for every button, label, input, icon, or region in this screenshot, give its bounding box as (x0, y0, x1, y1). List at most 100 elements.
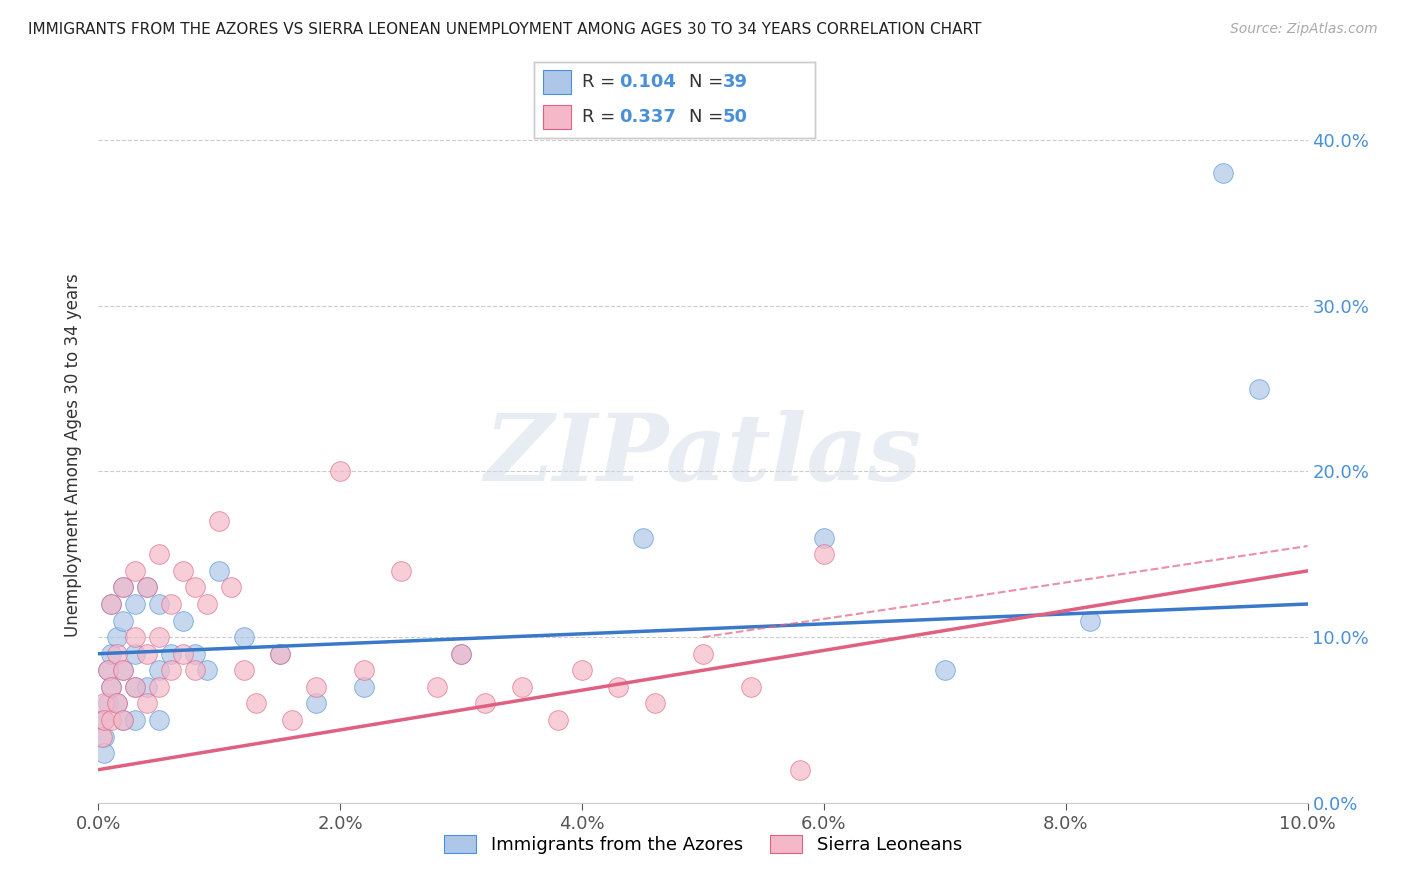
Point (172, 647, 194, 661)
Point (135, 581, 157, 595)
Point (124, 680, 146, 694)
Point (232, 630, 254, 644)
Point (100, 713, 122, 727)
Point (111, 581, 134, 595)
Point (160, 663, 183, 677)
Bar (543, 105, 571, 129)
Point (135, 697, 157, 711)
Point (160, 597, 183, 611)
Text: N =: N = (689, 73, 728, 91)
Point (93, 713, 115, 727)
Point (148, 630, 170, 644)
Point (105, 697, 128, 711)
Point (135, 680, 157, 694)
Point (148, 663, 170, 677)
Point (148, 547, 170, 561)
Point (353, 663, 375, 677)
Text: Source: ZipAtlas.com: Source: ZipAtlas.com (1230, 22, 1378, 37)
Point (305, 697, 328, 711)
Point (160, 647, 183, 661)
Point (389, 564, 412, 578)
Point (269, 647, 291, 661)
Point (124, 713, 146, 727)
Point (232, 663, 254, 677)
Point (245, 697, 267, 711)
Point (305, 680, 328, 694)
Point (111, 663, 134, 677)
Point (100, 680, 122, 694)
Point (148, 713, 170, 727)
Text: 50: 50 (723, 108, 748, 126)
Text: 0.337: 0.337 (619, 108, 675, 126)
Point (135, 581, 157, 595)
Point (100, 597, 122, 611)
Point (97, 663, 120, 677)
Point (111, 614, 134, 628)
Point (221, 581, 243, 595)
Point (100, 647, 122, 661)
Point (148, 597, 170, 611)
Point (124, 647, 146, 661)
Point (692, 647, 714, 661)
Point (329, 465, 352, 479)
Point (111, 713, 134, 727)
Point (740, 680, 762, 694)
Point (111, 663, 134, 677)
Text: IMMIGRANTS FROM THE AZORES VS SIERRA LEONEAN UNEMPLOYMENT AMONG AGES 30 TO 34 YE: IMMIGRANTS FROM THE AZORES VS SIERRA LEO… (28, 22, 981, 37)
Point (124, 630, 146, 644)
Point (450, 647, 472, 661)
Point (644, 697, 666, 711)
Point (208, 564, 231, 578)
Text: R =: R = (582, 108, 621, 126)
Point (450, 647, 472, 661)
Point (195, 663, 218, 677)
Point (789, 763, 811, 777)
Point (105, 697, 128, 711)
Point (813, 547, 835, 561)
Point (111, 581, 134, 595)
Text: N =: N = (689, 108, 728, 126)
Point (547, 713, 569, 727)
Point (105, 630, 128, 644)
Point (813, 531, 835, 545)
Bar (543, 70, 571, 95)
Point (97, 663, 120, 677)
Point (281, 713, 304, 727)
Point (111, 713, 134, 727)
Point (510, 680, 533, 694)
Point (571, 663, 593, 677)
Point (184, 581, 207, 595)
Point (607, 680, 630, 694)
Point (172, 614, 194, 628)
Point (934, 663, 956, 677)
Point (148, 680, 170, 694)
Point (100, 597, 122, 611)
Point (124, 597, 146, 611)
Point (91, 730, 114, 744)
Text: 39: 39 (723, 73, 748, 91)
Point (1249, 382, 1271, 396)
Point (195, 597, 218, 611)
Point (93, 697, 115, 711)
Point (135, 647, 157, 661)
Point (1212, 166, 1234, 180)
Point (124, 680, 146, 694)
Point (93, 730, 115, 744)
Point (426, 680, 449, 694)
Point (93, 713, 115, 727)
Point (208, 514, 231, 528)
Point (353, 680, 375, 694)
Point (105, 647, 128, 661)
Text: 0.104: 0.104 (619, 73, 675, 91)
Text: ZIPatlas: ZIPatlas (485, 410, 921, 500)
Point (184, 647, 207, 661)
Legend: Immigrants from the Azores, Sierra Leoneans: Immigrants from the Azores, Sierra Leone… (434, 826, 972, 863)
Point (1078, 614, 1101, 628)
Point (631, 531, 654, 545)
Point (100, 680, 122, 694)
Point (124, 564, 146, 578)
Point (474, 697, 496, 711)
Point (97, 697, 120, 711)
Point (184, 663, 207, 677)
Point (269, 647, 291, 661)
